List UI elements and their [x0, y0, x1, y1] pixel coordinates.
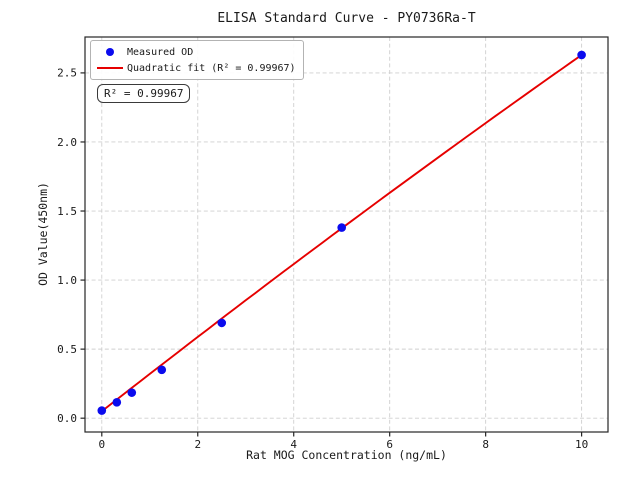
y-tick-label: 2.5: [57, 67, 77, 80]
r-squared-annotation: R² = 0.99967: [97, 84, 191, 103]
data-point: [157, 365, 167, 375]
legend-label-measured-od: Measured OD: [127, 46, 194, 58]
fit-line-swatch-icon: [97, 66, 123, 70]
x-tick-label: 2: [194, 438, 201, 451]
plot-border: [84, 36, 609, 433]
data-point: [112, 398, 122, 407]
data-point: [217, 318, 227, 328]
y-tick-label: 2.0: [57, 136, 77, 149]
x-tick-label: 0: [98, 438, 105, 451]
quadratic-fit-line: [101, 54, 583, 413]
chart-title: ELISA Standard Curve - PY0736Ra-T: [217, 11, 476, 26]
legend-marker-col: [93, 66, 127, 70]
data-point: [337, 223, 347, 232]
x-tick-label: 8: [482, 438, 489, 451]
scatter-dot-icon: [106, 48, 114, 56]
x-tick-label: 10: [575, 438, 588, 451]
legend-item-quadratic-fit: Quadratic fit (R² = 0.99967): [93, 60, 296, 76]
legend: Measured OD Quadratic fit (R² = 0.99967): [90, 40, 304, 80]
x-tick-label: 6: [386, 438, 393, 451]
y-tick-label: 1.5: [57, 205, 77, 218]
data-point: [127, 388, 137, 397]
x-tick-label: 4: [290, 438, 297, 451]
data-point: [97, 406, 107, 415]
y-tick-label: 0.5: [57, 343, 77, 356]
legend-label-quadratic-fit: Quadratic fit (R² = 0.99967): [127, 62, 296, 74]
y-tick-label: 0.0: [57, 412, 77, 425]
x-axis-label: Rat MOG Concentration (ng/mL): [246, 448, 447, 462]
legend-marker-col: [93, 48, 127, 56]
legend-item-measured-od: Measured OD: [93, 44, 296, 60]
data-point: [577, 50, 586, 60]
y-tick-label: 1.0: [57, 274, 77, 287]
